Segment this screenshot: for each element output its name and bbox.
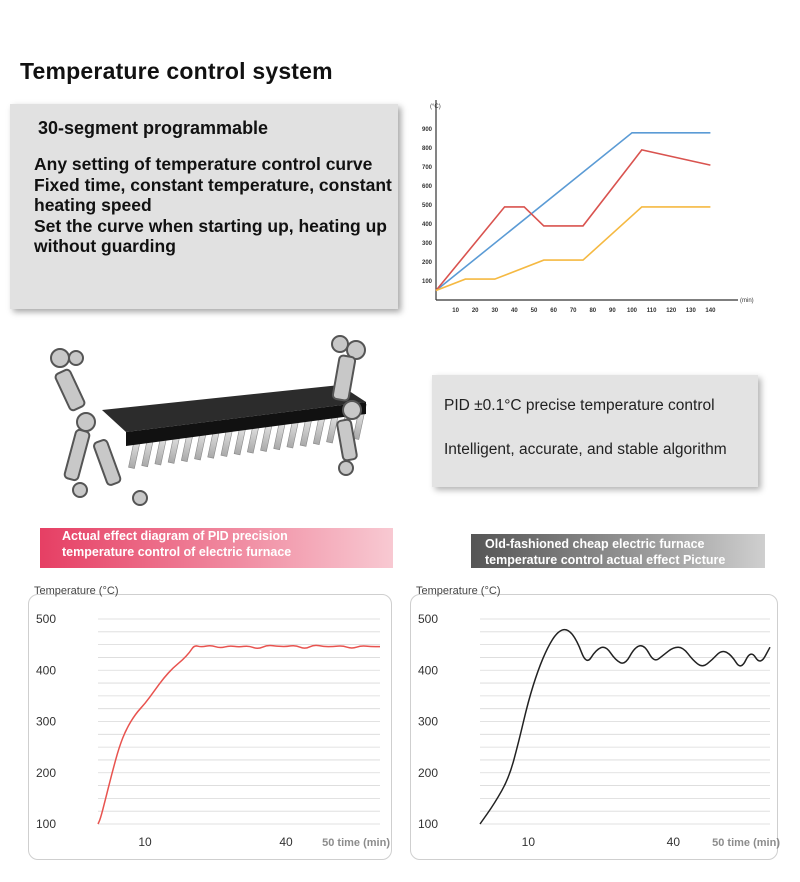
x-tick-label: 50 bbox=[531, 308, 538, 314]
x-tick-label: 100 bbox=[627, 308, 638, 314]
y-tick-label: 900 bbox=[422, 127, 433, 133]
program-curve-chart: 100 200 300 400 500 600 700 800 900 10 20 30 40 50 60 7… bbox=[422, 100, 754, 314]
y-tick-label: 200 bbox=[36, 766, 56, 780]
x-tick-label: 70 bbox=[570, 308, 577, 314]
old-effect-banner: Old-fashioned cheap electric furnace tem… bbox=[471, 534, 765, 568]
features-list: Any setting of temperature control curve… bbox=[34, 154, 394, 257]
robot-chip-illustration bbox=[50, 335, 367, 506]
series-line-red bbox=[435, 149, 711, 292]
series-line-pid bbox=[97, 644, 380, 825]
y-tick-label: 300 bbox=[422, 241, 433, 247]
x-tick-label: 120 bbox=[666, 308, 677, 314]
feature-line: Any setting of temperature control curve bbox=[34, 154, 373, 174]
x-tick-label: 40 bbox=[667, 835, 681, 849]
robot-left bbox=[50, 348, 148, 506]
y-tick-label: 500 bbox=[422, 203, 433, 209]
x-tick-label: 40 bbox=[279, 835, 293, 849]
x-axis-label: 50 time (min) bbox=[712, 837, 780, 849]
y-tick-label: 300 bbox=[36, 715, 56, 729]
old-chart-frame bbox=[410, 594, 778, 860]
robot-right bbox=[331, 335, 366, 476]
x-tick-label: 10 bbox=[452, 308, 459, 314]
page-title: Temperature control system bbox=[20, 58, 333, 84]
chip-side bbox=[126, 402, 366, 446]
y-tick-label: 300 bbox=[418, 715, 438, 729]
y-tick-label: 200 bbox=[422, 260, 433, 266]
x-tick-label: 90 bbox=[609, 308, 616, 314]
pid-algorithm-text: Intelligent, accurate, and stable algori… bbox=[444, 441, 727, 458]
x-tick-label: 40 bbox=[511, 308, 518, 314]
pid-feature-card: PID ±0.1°C precise temperature control I… bbox=[432, 375, 758, 487]
y-tick-label: 400 bbox=[422, 222, 433, 228]
old-effect-banner-text: Old-fashioned cheap electric furnace tem… bbox=[485, 537, 726, 567]
y-tick-label: 200 bbox=[418, 766, 438, 780]
series-line-blue bbox=[435, 131, 711, 292]
pid-precision-text: PID ±0.1°C precise temperature control bbox=[444, 397, 715, 414]
x-tick-label: 10 bbox=[138, 835, 152, 849]
y-tick-label: 500 bbox=[36, 612, 56, 626]
y-tick-label: 800 bbox=[422, 146, 433, 152]
x-tick-label: 60 bbox=[550, 308, 557, 314]
y-tick-label: 400 bbox=[36, 663, 56, 677]
series-line-old-furnace bbox=[479, 628, 771, 825]
features-heading: 30-segment programmable bbox=[38, 118, 269, 138]
pid-effect-chart: 100 200 300 400 500 10 40 Temperature (°C) 50 ti… bbox=[34, 585, 390, 849]
feature-line: Fixed time, constant temperature, consta… bbox=[34, 174, 392, 216]
y-tick-label: 700 bbox=[422, 165, 433, 171]
x-tick-label: 110 bbox=[647, 308, 657, 314]
y-tick-label: 400 bbox=[418, 663, 438, 677]
chip-top bbox=[102, 385, 366, 432]
feature-line: Set the curve when starting up, heating … bbox=[34, 215, 387, 257]
x-tick-label: 20 bbox=[472, 308, 479, 314]
y-tick-label: 100 bbox=[36, 817, 56, 831]
series-line-orange bbox=[435, 206, 711, 292]
x-tick-label: 10 bbox=[522, 835, 536, 849]
x-tick-label: 30 bbox=[491, 308, 498, 314]
y-tick-label: 600 bbox=[422, 184, 433, 190]
features-card: 30-segment programmable Any setting of t… bbox=[10, 104, 398, 309]
y-tick-label: 500 bbox=[418, 612, 438, 626]
pid-effect-banner: Actual effect diagram of PID precision t… bbox=[40, 528, 393, 568]
pid-chart-frame bbox=[28, 594, 392, 860]
y-axis-label: (°C) bbox=[430, 104, 441, 110]
y-axis-label: Temperature (°C) bbox=[34, 585, 118, 597]
x-tick-label: 140 bbox=[705, 308, 716, 314]
x-axis-label: 50 time (min) bbox=[322, 837, 390, 849]
y-tick-label: 100 bbox=[422, 279, 433, 285]
y-axis-label: Temperature (°C) bbox=[416, 585, 500, 597]
x-axis-label: (min) bbox=[740, 298, 754, 304]
x-tick-label: 130 bbox=[686, 308, 697, 314]
pid-effect-banner-text: Actual effect diagram of PID precision t… bbox=[62, 529, 292, 559]
x-tick-label: 80 bbox=[589, 308, 596, 314]
y-tick-label: 100 bbox=[418, 817, 438, 831]
old-effect-chart: 100 200 300 400 500 10 40 Temperature (°C) 50 ti… bbox=[416, 585, 780, 849]
